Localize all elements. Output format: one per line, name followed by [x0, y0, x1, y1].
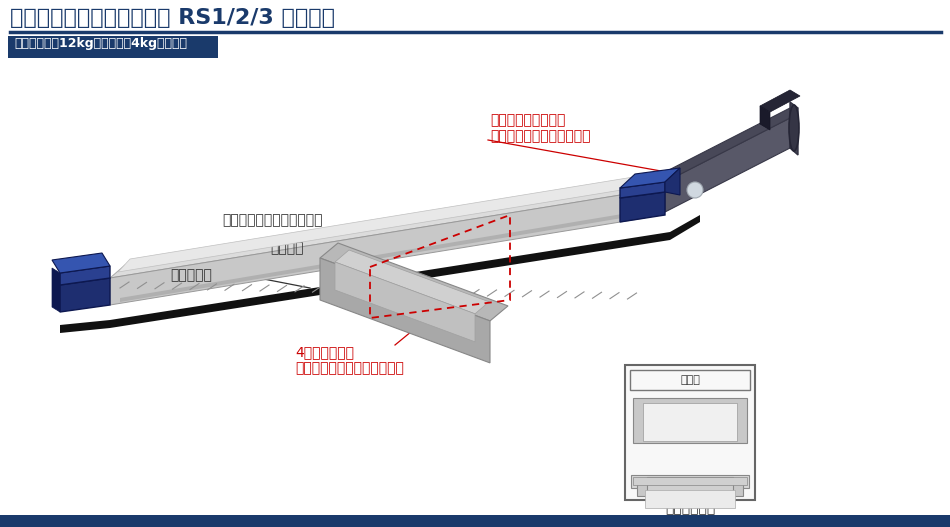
Polygon shape [335, 250, 489, 314]
Circle shape [637, 525, 653, 527]
Ellipse shape [789, 105, 799, 151]
Polygon shape [52, 268, 60, 312]
Polygon shape [620, 168, 680, 188]
Bar [633, 477, 747, 485]
Text: ステッピングモータ
（位置検出器：レゾルバ）: ステッピングモータ （位置検出器：レゾルバ） [490, 113, 591, 143]
Polygon shape [760, 90, 800, 112]
Circle shape [687, 182, 703, 198]
Polygon shape [665, 108, 790, 182]
Polygon shape [320, 243, 508, 321]
Polygon shape [110, 178, 660, 278]
Text: 断面図: 断面図 [680, 375, 700, 385]
Bar [637, 478, 743, 496]
Polygon shape [60, 215, 700, 333]
Text: 可战質量：～12kg（水平）～4kg（垂直）: 可战質量：～12kg（水平）～4kg（垂直） [14, 36, 187, 50]
Text: ガイドレール: ガイドレール [665, 501, 715, 515]
Bar [647, 477, 733, 495]
Polygon shape [665, 118, 790, 212]
Polygon shape [790, 102, 798, 155]
Polygon shape [320, 258, 490, 363]
Polygon shape [60, 278, 110, 312]
Polygon shape [760, 106, 770, 130]
Ellipse shape [674, 522, 706, 527]
Text: ボールネジ: ボールネジ [170, 268, 212, 282]
Polygon shape [110, 191, 645, 305]
Bar [625, 365, 755, 500]
Polygon shape [52, 253, 110, 273]
Bar [8, 36, 218, 58]
Bar [633, 398, 747, 443]
Text: スライダ: スライダ [270, 241, 303, 255]
Bar [0, 515, 950, 527]
Text: 高耐久性ステンレスシート: 高耐久性ステンレスシート [222, 213, 322, 227]
Text: 小型・ローコストロボット RS1/2/3 シリーズ: 小型・ローコストロボット RS1/2/3 シリーズ [10, 8, 335, 28]
Polygon shape [665, 168, 680, 195]
Bar [645, 490, 735, 508]
Bar [631, 475, 749, 488]
Polygon shape [118, 173, 658, 272]
Polygon shape [120, 211, 640, 302]
Polygon shape [60, 266, 110, 285]
Polygon shape [620, 192, 665, 222]
Circle shape [727, 525, 743, 527]
Text: 4条列２点接触
サーキュラーアーク渝ガイド: 4条列２点接触 サーキュラーアーク渝ガイド [295, 345, 404, 375]
Bar [643, 403, 737, 441]
Polygon shape [620, 182, 665, 198]
Polygon shape [335, 262, 475, 342]
Bar [630, 370, 750, 390]
